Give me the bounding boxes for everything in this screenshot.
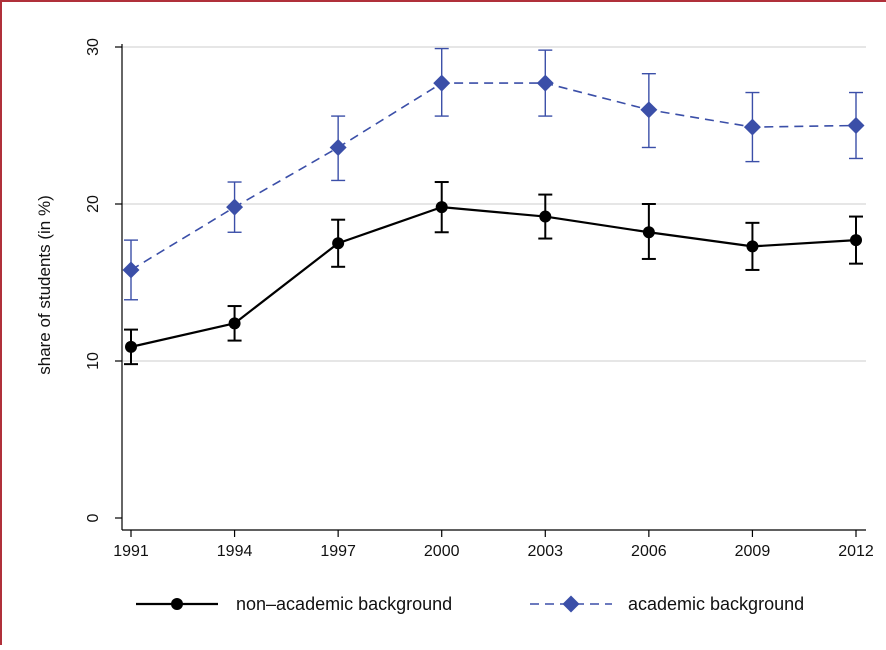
data-point-diamond: [226, 198, 244, 216]
y-axis-label: share of students (in %): [35, 195, 54, 375]
data-point-circle: [125, 340, 137, 353]
legend-marker-circle-icon: [171, 598, 183, 610]
x-ticks: 1991 1994 1997 2000 2003 2006 2009 2012: [113, 530, 874, 560]
frame-border-top: [0, 0, 886, 2]
y-tick-label: 0: [85, 513, 102, 522]
series-layer: [122, 47, 865, 366]
y-tick-label: 10: [85, 352, 102, 370]
legend-label-non-academic: non–academic background: [236, 594, 452, 614]
legend-item-non-academic: non–academic background: [136, 594, 452, 614]
series-academic: [122, 47, 865, 301]
legend: non–academic background academic backgro…: [136, 594, 804, 614]
data-point-diamond: [329, 138, 347, 156]
series-line-academic: [130, 82, 857, 271]
axes: [121, 44, 866, 531]
data-point-circle: [850, 234, 862, 247]
legend-item-academic: academic background: [530, 594, 804, 614]
x-tick-label: 1991: [113, 543, 149, 560]
y-tick-label: 20: [85, 195, 102, 213]
x-tick-label: 2009: [735, 543, 771, 560]
data-point-circle: [642, 226, 655, 239]
data-point-circle: [539, 210, 552, 223]
gridlines: [122, 46, 866, 362]
y-ticks: 0 10 20 30: [85, 38, 122, 522]
data-point-diamond: [847, 117, 865, 134]
data-point-diamond: [743, 118, 761, 136]
x-tick-label: 2000: [424, 543, 460, 560]
data-point-diamond: [433, 74, 451, 92]
series-non-academic: [124, 181, 863, 366]
x-tick-label: 2012: [838, 543, 874, 560]
data-point-diamond: [536, 74, 554, 92]
series-line-non-academic: [130, 206, 857, 348]
x-tick-label: 2003: [527, 543, 563, 560]
data-point-diamond: [122, 261, 140, 279]
x-tick-label: 1994: [217, 543, 253, 560]
x-tick-label: 2006: [631, 543, 667, 560]
data-point-circle: [228, 317, 241, 330]
data-point-circle: [332, 237, 345, 250]
data-point-diamond: [640, 101, 658, 119]
legend-label-academic: academic background: [628, 594, 804, 614]
legend-marker-diamond-icon: [562, 595, 580, 613]
data-point-circle: [746, 240, 759, 253]
data-point-circle: [435, 201, 448, 214]
x-tick-label: 1997: [320, 543, 356, 560]
y-tick-label: 30: [85, 38, 102, 56]
frame-border-left: [0, 0, 2, 645]
